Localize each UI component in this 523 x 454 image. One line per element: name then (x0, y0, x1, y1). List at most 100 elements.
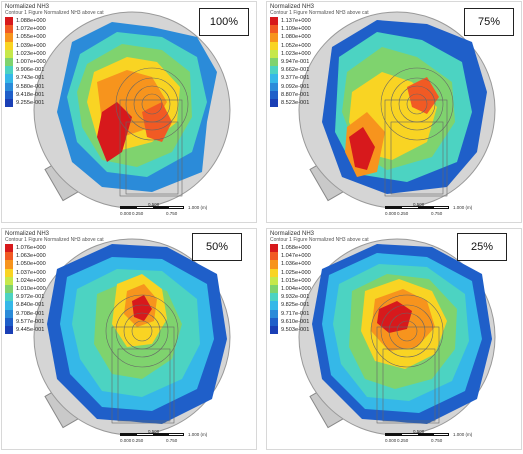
legend-row: 1.025e+000 (270, 268, 369, 277)
vessel-rings (105, 294, 179, 424)
contour-plot (298, 11, 496, 209)
legend-swatch (270, 74, 278, 83)
scale-label: 0.000 (385, 211, 397, 216)
legend-value: 1.080e+000 (281, 34, 311, 41)
legend-row: 9.580e-001 (5, 82, 104, 91)
legend-value: 1.015e+000 (281, 277, 311, 284)
legend-swatch (5, 244, 13, 253)
vessel-rings (380, 67, 454, 197)
legend-row: 1.109e+000 (270, 25, 369, 34)
legend-row: 9.445e-001 (5, 325, 104, 335)
legend-row: 1.080e+000 (270, 33, 369, 42)
legend-swatch (5, 33, 13, 42)
legend-row: 1.137e+000 (270, 17, 369, 26)
contour-panel-25: Normalized NH3 Contour 1 Figure Normaliz… (266, 228, 522, 450)
legend-row: 9.377e-001 (270, 74, 369, 83)
scale-label: 1.000 (m) (188, 205, 208, 210)
legend-swatch (5, 276, 13, 285)
legend-swatch (5, 17, 13, 26)
legend-title: Normalized NH3 (5, 4, 50, 10)
legend-swatch (270, 301, 278, 310)
scale-bar-graphic (385, 206, 449, 209)
legend-row: 1.023e+000 (5, 49, 104, 58)
legend-row: 9.840e-001 (5, 301, 104, 310)
legend-swatch (5, 325, 13, 335)
color-legend: Normalized NH3 Contour 1 Figure Normaliz… (5, 4, 104, 108)
scale-label: 0.250 (132, 438, 144, 443)
legend-subtitle: Contour 1 Figure Normalized NH3 above ca… (270, 237, 369, 243)
load-percent-label: 75% (464, 8, 514, 36)
legend-row: 9.972e-001 (5, 293, 104, 302)
legend-swatch (5, 268, 13, 277)
legend-row: 9.825e-001 (270, 301, 369, 310)
scale-label: 0.750 (166, 438, 178, 443)
legend-title: Normalized NH3 (270, 4, 315, 10)
legend-value: 1.052e+000 (281, 42, 311, 49)
legend-swatch (270, 252, 278, 261)
legend-subtitle: Contour 1 Figure Normalized NH3 above ca… (5, 10, 104, 16)
legend-row: 8.523e-001 (270, 98, 369, 108)
scale-label: 0.250 (397, 438, 409, 443)
legend-value: 9.947e-001 (281, 59, 310, 66)
scale-label: 0.750 (431, 438, 443, 443)
legend-row: 1.039e+000 (5, 41, 104, 50)
scale-label: 0.500 (413, 202, 425, 207)
legend-row: 1.072e+000 (5, 25, 104, 34)
legend-row: 9.906e-001 (5, 66, 104, 75)
legend-value: 1.063e+000 (16, 253, 46, 260)
legend-row: 8.807e-001 (270, 90, 369, 99)
legend-value: 9.743e-001 (16, 75, 45, 82)
scale-label: 1.000 (m) (188, 432, 208, 437)
legend-swatch (270, 309, 278, 318)
scale-bar-graphic (120, 433, 184, 436)
legend-value: 9.972e-001 (16, 294, 45, 301)
legend-value: 1.004e+000 (281, 286, 311, 293)
legend-swatch (5, 98, 13, 108)
scale-label: 0.750 (431, 211, 443, 216)
scale-label: 0.250 (397, 211, 409, 216)
legend-value: 9.840e-001 (16, 302, 45, 309)
legend-row: 9.577e-001 (5, 317, 104, 326)
legend-row: 9.503e-001 (270, 325, 369, 335)
legend-swatch (270, 317, 278, 326)
contour-level-high (132, 295, 152, 321)
legend-value: 1.025e+000 (281, 269, 311, 276)
legend-value: 9.445e-001 (16, 326, 45, 333)
legend-swatch (5, 301, 13, 310)
legend-value: 9.418e-001 (16, 91, 45, 98)
scale-bar-graphic (385, 433, 449, 436)
scale-bar: 0.000 0.500 1.000 (m) 0.250 0.750 (120, 202, 216, 220)
legend-row: 1.015e+000 (270, 276, 369, 285)
legend-value: 9.708e-001 (16, 310, 45, 317)
legend-swatch (5, 25, 13, 34)
legend-row: 1.063e+000 (5, 252, 104, 261)
legend-row: 9.255e-001 (5, 98, 104, 108)
scale-label: 0.500 (413, 429, 425, 434)
scale-bar: 0.000 0.500 1.000 (m) 0.250 0.750 (385, 429, 481, 447)
legend-row: 9.717e-001 (270, 309, 369, 318)
legend-value: 1.039e+000 (16, 42, 46, 49)
legend-swatch (5, 252, 13, 261)
legend-value: 9.377e-001 (281, 75, 310, 82)
legend-row: 9.743e-001 (5, 74, 104, 83)
contour-panel-50: Normalized NH3 Contour 1 Figure Normaliz… (1, 228, 257, 450)
color-legend: Normalized NH3 Contour 1 Figure Normaliz… (270, 4, 369, 108)
legend-title: Normalized NH3 (5, 231, 50, 237)
legend-row: 1.004e+000 (270, 284, 369, 294)
legend-value: 8.807e-001 (281, 91, 310, 98)
color-legend: Normalized NH3 Contour 1 Figure Normaliz… (5, 231, 104, 335)
legend-row: 9.610e-001 (270, 317, 369, 326)
color-legend: Normalized NH3 Contour 1 Figure Normaliz… (270, 231, 369, 335)
contour-panel-75: Normalized NH3 Contour 1 Figure Normaliz… (266, 1, 522, 223)
legend-row: 9.947e-001 (270, 57, 369, 67)
legend-value: 9.662e-001 (281, 67, 310, 74)
legend-swatch (270, 49, 278, 58)
legend-row: 1.023e+000 (270, 49, 369, 58)
legend-swatch (270, 66, 278, 75)
legend-value: 1.024e+000 (16, 277, 46, 284)
legend-row: 1.088e+000 (5, 17, 104, 26)
legend-swatch (5, 74, 13, 83)
scale-label: 0.500 (148, 429, 160, 434)
legend-swatch (270, 33, 278, 42)
scale-label: 0.250 (132, 211, 144, 216)
